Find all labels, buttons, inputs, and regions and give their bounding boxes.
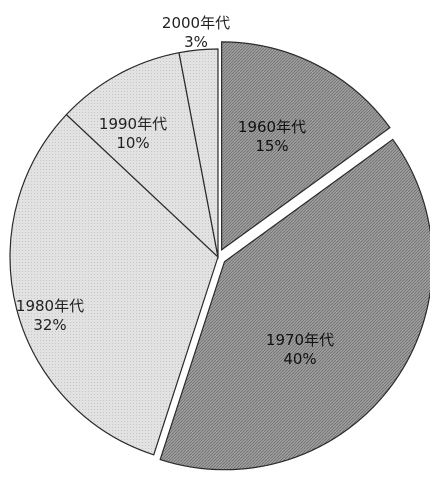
slice-label-1: 1960年代 xyxy=(238,118,306,136)
slice-label-3: 1980年代 xyxy=(16,297,84,315)
slice-percent-2: 40% xyxy=(283,350,316,368)
pie-slices xyxy=(9,41,430,471)
pie-slice-4 xyxy=(65,51,219,259)
slice-label-2: 1970年代 xyxy=(266,331,334,349)
slice-label-5: 2000年代 xyxy=(162,14,230,32)
pie-slice-5 xyxy=(178,48,219,258)
pie-slice-1 xyxy=(221,41,391,252)
slice-percent-4: 10% xyxy=(116,134,149,152)
slice-label-4: 1990年代 xyxy=(99,115,167,133)
pie-slice-2 xyxy=(159,138,430,471)
slice-percent-5: 3% xyxy=(184,33,208,51)
slice-percent-3: 32% xyxy=(33,316,66,334)
pie-slice-3 xyxy=(9,113,219,456)
slice-percent-1: 15% xyxy=(255,137,288,155)
